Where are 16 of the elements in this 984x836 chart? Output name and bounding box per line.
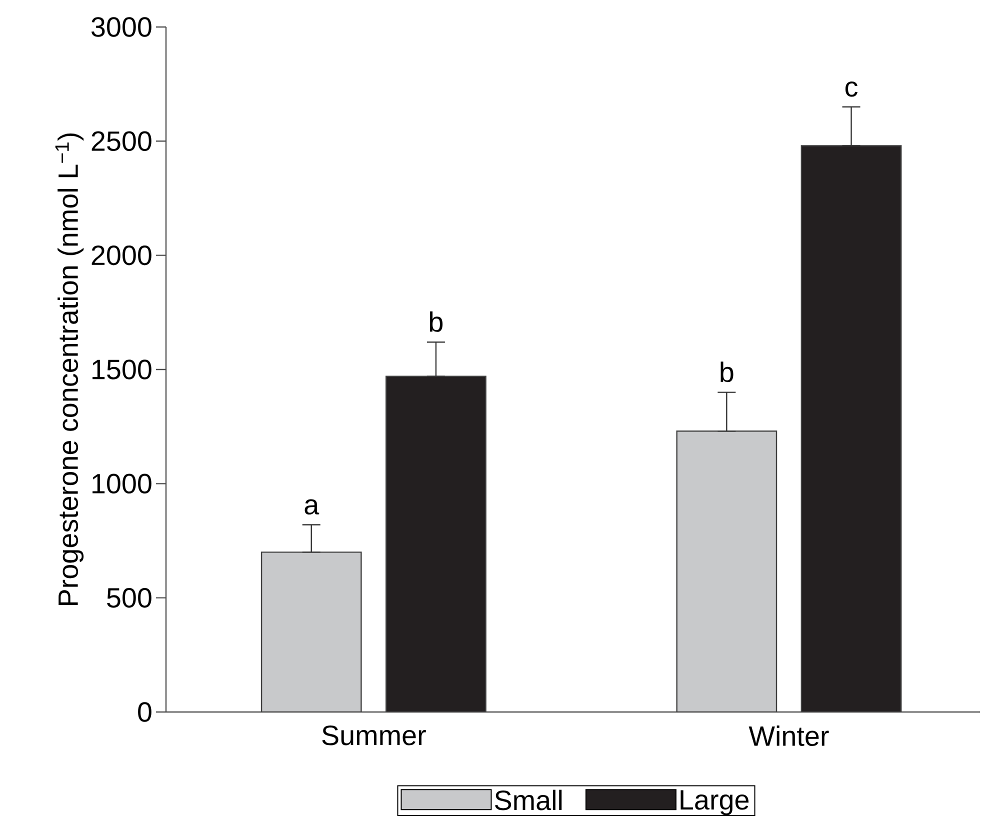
annotation: b: [430, 311, 443, 332]
y-tick-label: 1500: [92, 360, 152, 380]
x-tick-label: Summer: [322, 726, 426, 746]
x-tick-label: Winter: [748, 726, 829, 746]
y-tick-label: 2500: [92, 131, 152, 152]
annotation: c: [845, 81, 858, 97]
annotation: a: [304, 499, 320, 515]
y-tick-label: 0: [138, 702, 152, 722]
y-tick-label: 2000: [92, 245, 152, 266]
y-tick-label: 3000: [91, 17, 152, 37]
y-axis-title: Progesterone concentration (nmol L$^{−1}$): [55, 133, 84, 605]
annotation: b: [720, 362, 734, 382]
y-tick-label: 1000: [92, 474, 152, 494]
legend-label: Small: [494, 790, 562, 810]
legend-label: Large: [680, 790, 749, 816]
y-tick-label: 500: [107, 588, 152, 608]
